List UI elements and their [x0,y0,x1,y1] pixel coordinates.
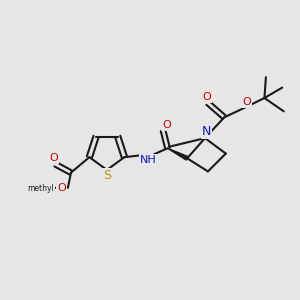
Text: N: N [202,125,211,138]
Text: S: S [103,169,111,182]
Text: O: O [57,183,66,193]
Text: O: O [242,97,251,107]
Text: methyl: methyl [27,184,54,193]
Text: NH: NH [140,154,157,165]
Text: O: O [202,92,211,102]
Polygon shape [167,148,188,160]
Text: O: O [162,120,171,130]
Text: O: O [50,153,58,164]
